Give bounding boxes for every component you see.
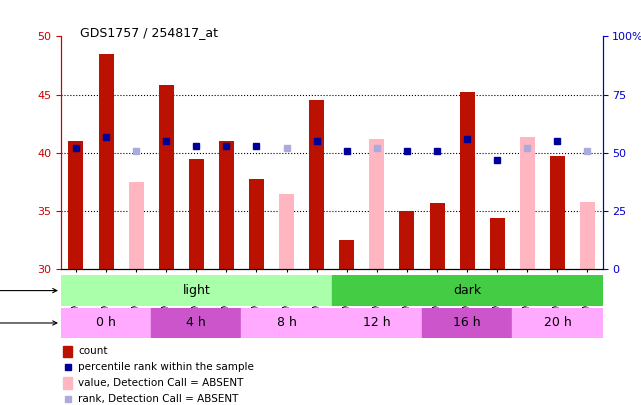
Text: protocol: protocol (0, 286, 57, 296)
Bar (429, 203, 445, 269)
Bar (249, 179, 264, 269)
Bar (129, 182, 144, 269)
Bar (219, 141, 234, 269)
Bar (339, 240, 354, 269)
Bar (550, 156, 565, 269)
Bar (63, 346, 72, 357)
Bar (99, 54, 113, 269)
Bar (189, 159, 204, 269)
Text: count: count (78, 347, 108, 356)
Bar (460, 92, 474, 269)
Bar (159, 85, 174, 269)
Bar (512, 308, 603, 338)
Text: dark: dark (453, 284, 481, 297)
Text: 8 h: 8 h (277, 316, 297, 330)
Bar (309, 100, 324, 269)
Bar (61, 308, 151, 338)
Bar (61, 275, 332, 306)
Bar (63, 377, 72, 388)
Bar (332, 275, 603, 306)
Text: light: light (183, 284, 210, 297)
Text: time: time (0, 318, 57, 328)
Bar (520, 136, 535, 269)
Bar (279, 194, 294, 269)
Bar (399, 211, 415, 269)
Text: 16 h: 16 h (453, 316, 481, 330)
Text: GDS1757 / 254817_at: GDS1757 / 254817_at (80, 26, 218, 39)
Text: 4 h: 4 h (187, 316, 206, 330)
Text: 0 h: 0 h (96, 316, 116, 330)
Bar (422, 308, 512, 338)
Text: rank, Detection Call = ABSENT: rank, Detection Call = ABSENT (78, 394, 238, 403)
Text: 20 h: 20 h (544, 316, 571, 330)
Bar (242, 308, 332, 338)
Bar (151, 308, 242, 338)
Text: value, Detection Call = ABSENT: value, Detection Call = ABSENT (78, 378, 244, 388)
Bar (332, 308, 422, 338)
Bar (490, 218, 504, 269)
Bar (369, 139, 385, 269)
Text: 12 h: 12 h (363, 316, 390, 330)
Text: percentile rank within the sample: percentile rank within the sample (78, 362, 254, 372)
Bar (580, 202, 595, 269)
Bar (69, 141, 83, 269)
